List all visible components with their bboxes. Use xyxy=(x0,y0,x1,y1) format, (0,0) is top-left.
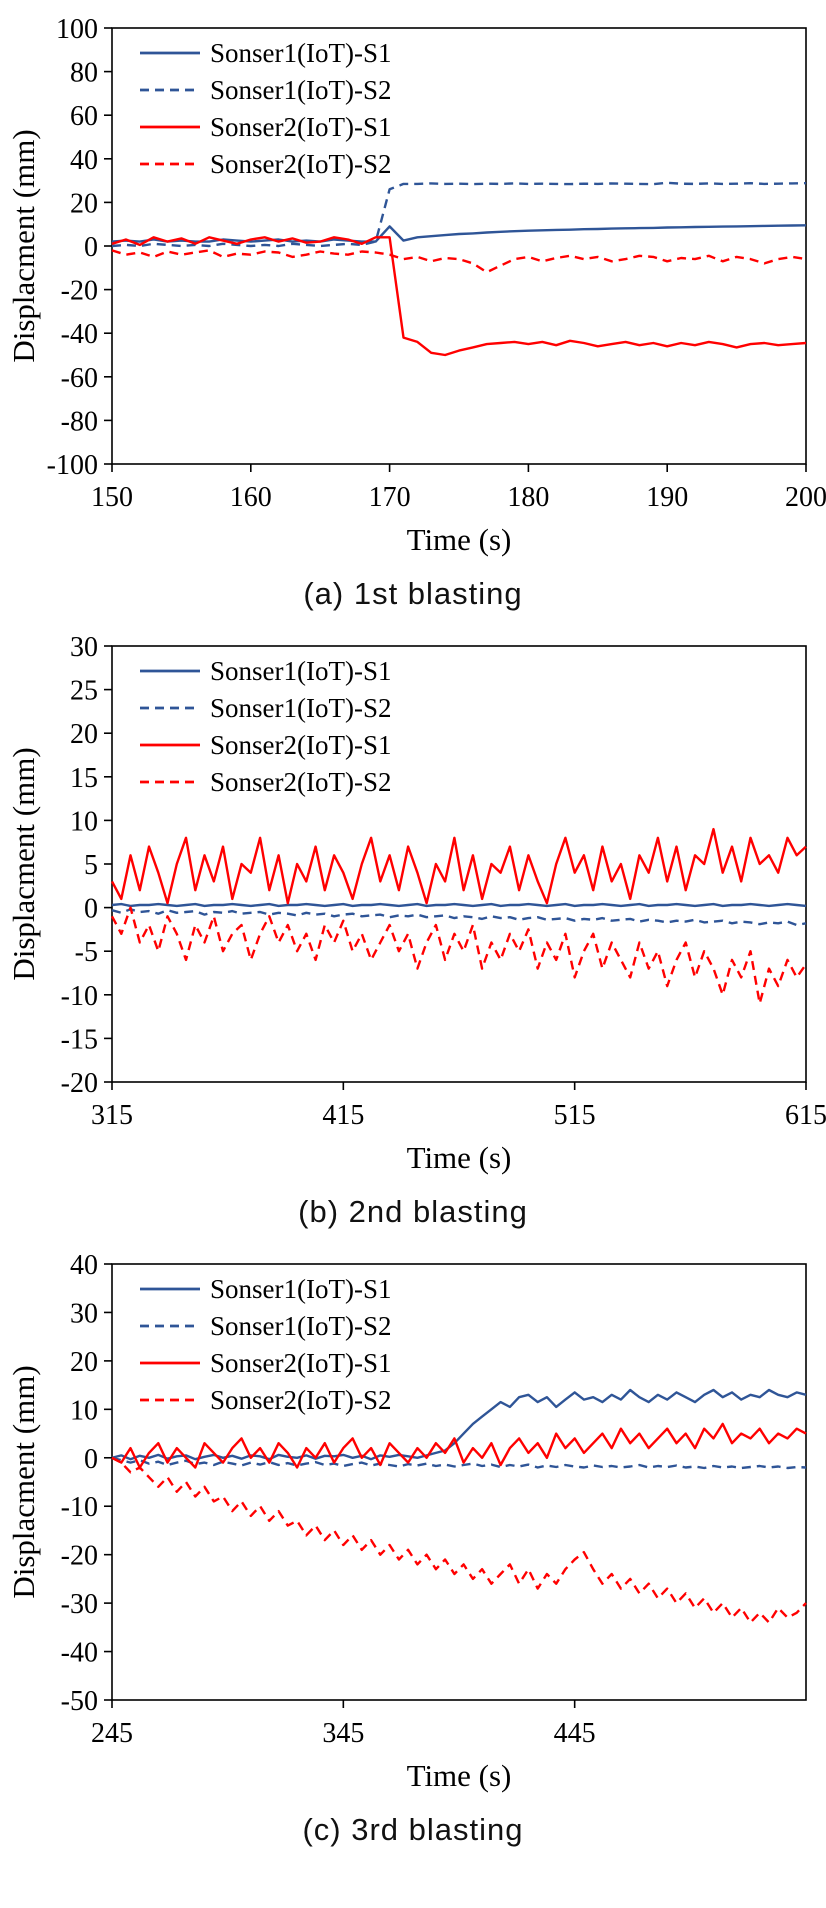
chart-caption-a: (a) 1st blasting xyxy=(303,576,523,611)
legend-label: Sonser1(IoT)-S2 xyxy=(210,693,391,723)
svg-text:170: 170 xyxy=(369,482,411,513)
svg-text:-10: -10 xyxy=(61,1492,98,1523)
svg-text:30: 30 xyxy=(70,1298,98,1329)
x-axis-label: Time (s) xyxy=(407,1140,512,1175)
legend-label: Sonser1(IoT)-S1 xyxy=(210,38,391,68)
svg-text:10: 10 xyxy=(70,806,98,837)
svg-text:-10: -10 xyxy=(61,981,98,1012)
y-axis-label: Displacment (mm) xyxy=(6,129,41,362)
svg-text:160: 160 xyxy=(230,482,272,513)
legend-label: Sonser2(IoT)-S1 xyxy=(210,112,391,142)
svg-text:20: 20 xyxy=(70,719,98,750)
svg-text:-40: -40 xyxy=(61,1638,98,1669)
svg-text:20: 20 xyxy=(70,188,98,219)
svg-text:-60: -60 xyxy=(61,363,98,394)
svg-text:-20: -20 xyxy=(61,276,98,307)
svg-text:190: 190 xyxy=(646,482,688,513)
legend: Sonser1(IoT)-S1 Sonser1(IoT)-S2 Sonser2(Io… xyxy=(140,656,391,797)
legend: Sonser1(IoT)-S1 Sonser1(IoT)-S2 Sonser2(Io… xyxy=(140,1274,391,1415)
series-line-Sonser2(IoT)-S2 xyxy=(110,906,807,1005)
y-axis-label: Displacment (mm) xyxy=(6,1365,41,1598)
legend-label: Sonser2(IoT)-S1 xyxy=(210,1348,391,1378)
figure-2nd-blasting: 315 415 515 615 -20 -15 -10 -5 0 5 10 15 20 25 30 Time … xyxy=(0,632,826,1242)
svg-text:-20: -20 xyxy=(61,1541,98,1572)
axes: 150 160 170 180 190 200 -100 -80 -60 -40 -20 0 20 40 6… xyxy=(6,14,826,557)
svg-text:200: 200 xyxy=(785,482,826,513)
axes: 245 345 445 -50 -40 -30 -20 -10 0 10 20 30 40 Time (s… xyxy=(6,1250,807,1793)
svg-text:615: 615 xyxy=(785,1100,826,1131)
legend-label: Sonser1(IoT)-S1 xyxy=(210,1274,391,1304)
svg-text:-30: -30 xyxy=(61,1589,98,1620)
svg-text:-40: -40 xyxy=(61,319,98,350)
svg-text:10: 10 xyxy=(70,1395,98,1426)
svg-text:245: 245 xyxy=(91,1718,133,1749)
x-axis-label: Time (s) xyxy=(407,1758,512,1793)
series-line-Sonser1(IoT)-S1 xyxy=(111,902,807,908)
legend-label: Sonser2(IoT)-S1 xyxy=(210,730,391,760)
svg-text:-5: -5 xyxy=(75,937,98,968)
series-line-Sonser1(IoT)-S2 xyxy=(111,908,807,927)
svg-text:20: 20 xyxy=(70,1347,98,1378)
svg-text:15: 15 xyxy=(70,763,98,794)
line-chart-3rd-blasting: 245 345 445 -50 -40 -30 -20 -10 0 10 20 30 40 Time (s… xyxy=(6,1250,807,1793)
svg-text:0: 0 xyxy=(84,232,98,263)
svg-text:-20: -20 xyxy=(61,1068,98,1099)
y-axis-label: Displacment (mm) xyxy=(6,747,41,980)
series-line-Sonser2(IoT)-S2 xyxy=(111,1456,807,1624)
series-line-Sonser1(IoT)-S2 xyxy=(111,1456,807,1470)
figure-3rd-blasting: 245 345 445 -50 -40 -30 -20 -10 0 10 20 30 40 Time (s… xyxy=(0,1250,826,1860)
svg-text:-15: -15 xyxy=(61,1024,98,1055)
axes: 315 415 515 615 -20 -15 -10 -5 0 5 10 15 20 25 30 Time … xyxy=(6,632,826,1175)
svg-text:415: 415 xyxy=(322,1100,364,1131)
chart-caption-b: (b) 2nd blasting xyxy=(298,1194,528,1229)
series-line-Sonser2(IoT)-S1 xyxy=(111,236,807,357)
legend-label: Sonser1(IoT)-S2 xyxy=(210,75,391,105)
figure-1st-blasting: 150 160 170 180 190 200 -100 -80 -60 -40 -20 0 20 40 6… xyxy=(0,14,826,624)
svg-text:150: 150 xyxy=(91,482,133,513)
svg-text:-100: -100 xyxy=(47,450,98,481)
legend-label: Sonser2(IoT)-S2 xyxy=(210,1385,391,1415)
svg-text:445: 445 xyxy=(554,1718,596,1749)
svg-text:-80: -80 xyxy=(61,406,98,437)
svg-text:315: 315 xyxy=(91,1100,133,1131)
svg-text:100: 100 xyxy=(56,14,98,45)
series-line-Sonser2(IoT)-S2 xyxy=(111,249,807,274)
legend: Sonser1(IoT)-S1 Sonser1(IoT)-S2 Sonser2(Io… xyxy=(140,38,391,179)
svg-text:60: 60 xyxy=(70,101,98,132)
series-line-Sonser2(IoT)-S1 xyxy=(111,1422,807,1469)
series-line-Sonser1(IoT)-S2 xyxy=(111,181,807,248)
svg-text:30: 30 xyxy=(70,632,98,663)
series-lines xyxy=(111,181,807,357)
line-chart-2nd-blasting: 315 415 515 615 -20 -15 -10 -5 0 5 10 15 20 25 30 Time … xyxy=(6,632,826,1175)
svg-text:40: 40 xyxy=(70,145,98,176)
series-lines xyxy=(111,1388,807,1624)
series-line-Sonser1(IoT)-S1 xyxy=(111,224,807,243)
svg-text:5: 5 xyxy=(84,850,98,881)
legend-label: Sonser2(IoT)-S2 xyxy=(210,767,391,797)
svg-text:0: 0 xyxy=(84,894,98,925)
svg-text:25: 25 xyxy=(70,676,98,707)
svg-text:345: 345 xyxy=(322,1718,364,1749)
svg-text:0: 0 xyxy=(84,1444,98,1475)
legend-label: Sonser1(IoT)-S2 xyxy=(210,1311,391,1341)
svg-text:515: 515 xyxy=(554,1100,596,1131)
legend-label: Sonser2(IoT)-S2 xyxy=(210,149,391,179)
line-chart-1st-blasting: 150 160 170 180 190 200 -100 -80 -60 -40 -20 0 20 40 6… xyxy=(6,14,826,557)
svg-text:40: 40 xyxy=(70,1250,98,1281)
series-line-Sonser2(IoT)-S1 xyxy=(110,827,807,905)
series-lines xyxy=(110,827,807,1005)
svg-text:80: 80 xyxy=(70,58,98,89)
svg-text:180: 180 xyxy=(507,482,549,513)
legend-label: Sonser1(IoT)-S1 xyxy=(210,656,391,686)
chart-caption-c: (c) 3rd blasting xyxy=(302,1812,524,1847)
svg-text:-50: -50 xyxy=(61,1686,98,1717)
x-axis-label: Time (s) xyxy=(407,522,512,557)
